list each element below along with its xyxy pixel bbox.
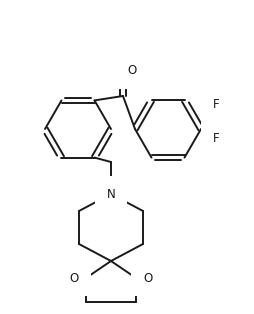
- Text: F: F: [213, 98, 220, 111]
- Text: N: N: [107, 187, 115, 201]
- Text: F: F: [213, 133, 220, 145]
- Text: O: O: [143, 272, 152, 284]
- Text: O: O: [70, 272, 79, 284]
- Text: O: O: [127, 64, 136, 78]
